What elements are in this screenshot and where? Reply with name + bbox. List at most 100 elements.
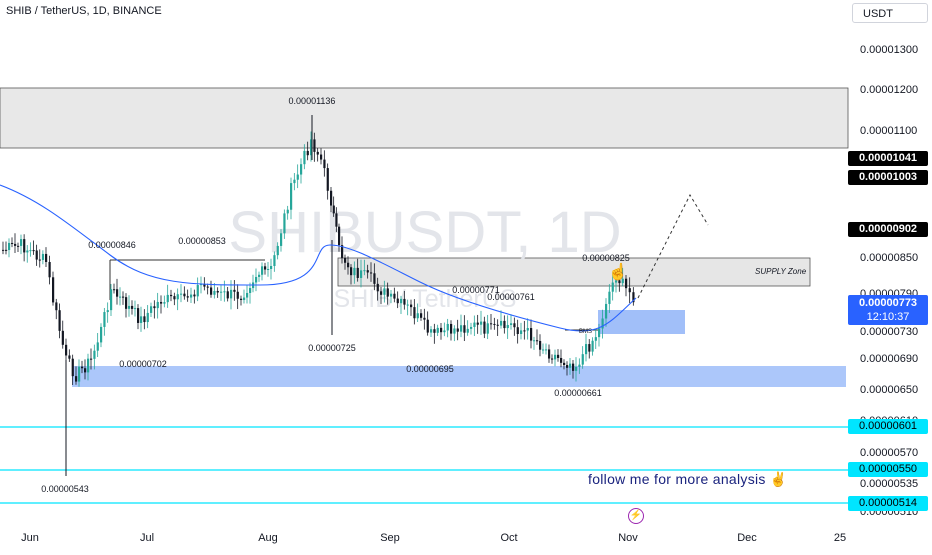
price-tick: 0.00000650 xyxy=(860,384,918,396)
annotation-high: 0.00001136 xyxy=(289,96,336,106)
candle-body xyxy=(330,190,333,206)
tradingview-logo-icon[interactable]: ⚡ xyxy=(628,508,644,524)
candle-body xyxy=(176,294,179,300)
candle-body xyxy=(303,150,306,165)
candle-body xyxy=(240,298,243,301)
candle-body xyxy=(75,376,78,382)
candle-body xyxy=(569,363,572,368)
candle-body xyxy=(588,344,591,352)
candle-body xyxy=(632,292,635,303)
symbol-title: SHIB / TetherUS, 1D, BINANCE xyxy=(6,5,162,17)
candle-body xyxy=(258,274,261,277)
currency-selector[interactable]: USDT xyxy=(852,3,928,23)
price-tick: 0.00001200 xyxy=(860,84,918,96)
candle-body xyxy=(163,302,166,304)
candle-body xyxy=(403,298,406,305)
candle-body xyxy=(611,282,614,292)
candle-body xyxy=(493,323,496,325)
candle-body xyxy=(353,267,356,276)
candle-body xyxy=(480,321,483,325)
candle-body xyxy=(380,291,383,295)
price-tick: 0.00001300 xyxy=(860,44,918,56)
moving-average-line xyxy=(0,184,637,332)
candle-body xyxy=(625,278,628,289)
candle-body xyxy=(35,250,38,260)
candle-body xyxy=(87,358,90,373)
candle-body xyxy=(103,312,106,327)
price-label-902: 0.00000902 xyxy=(848,222,928,237)
candle-body xyxy=(249,288,252,293)
annotation-left_low: 0.00000702 xyxy=(119,359,167,369)
candle-body xyxy=(557,354,560,358)
price-tick: 0.00000850 xyxy=(860,252,918,264)
candle-body xyxy=(306,150,309,156)
candle-body xyxy=(20,239,23,246)
candle-body xyxy=(332,205,335,214)
candle-body xyxy=(125,297,128,309)
candle-body xyxy=(17,245,20,247)
candle-body xyxy=(110,289,113,311)
candle-body xyxy=(128,305,131,309)
annotation-oct_peak: 0.00000761 xyxy=(487,292,535,302)
candle-body xyxy=(255,276,258,283)
time-tick: Oct xyxy=(500,532,517,544)
candle-body xyxy=(2,249,5,251)
candle-body xyxy=(273,255,276,267)
candle-body xyxy=(146,312,149,323)
candle-body xyxy=(5,249,8,251)
candle-body xyxy=(26,250,29,253)
candle-body xyxy=(483,321,486,334)
candle-body xyxy=(376,283,379,292)
candle-body xyxy=(533,340,536,342)
annotation-sep_peak: 0.00000771 xyxy=(452,285,500,295)
candle-body xyxy=(463,325,466,333)
candle-body xyxy=(264,266,267,270)
candle-body xyxy=(466,328,469,333)
candle-body xyxy=(520,330,523,335)
time-tick: Jun xyxy=(21,532,39,544)
candle-body xyxy=(203,284,206,287)
candle-body xyxy=(506,324,509,329)
candle-body xyxy=(326,168,329,191)
candle-body xyxy=(513,323,516,328)
candle-body xyxy=(293,179,296,184)
candle-body xyxy=(530,328,533,341)
candle-body xyxy=(210,287,213,295)
candle-body xyxy=(601,318,604,329)
candle-body xyxy=(55,302,58,311)
candle-body xyxy=(81,366,84,369)
candle-body xyxy=(113,289,116,291)
time-tick: Sep xyxy=(380,532,400,544)
candle-body xyxy=(180,293,183,295)
candle-body xyxy=(539,340,542,350)
candle-body xyxy=(393,293,396,299)
candle-body xyxy=(490,323,493,325)
candle-body xyxy=(71,358,74,377)
candle-body xyxy=(150,306,153,313)
candle-body xyxy=(206,286,209,288)
candle-body xyxy=(476,322,479,325)
candle-body xyxy=(335,213,338,227)
candle-body xyxy=(598,328,601,338)
candle-body xyxy=(594,337,597,341)
candle-body xyxy=(473,322,476,327)
annotation-aug_low: 0.00000725 xyxy=(308,343,356,353)
candle-body xyxy=(470,326,473,329)
candle-body xyxy=(131,305,134,309)
annotation-nov_peak: 0.00000825 xyxy=(582,253,630,263)
candle-body xyxy=(542,349,545,351)
candle-body xyxy=(200,284,203,286)
candle-body xyxy=(220,291,223,293)
candle-body xyxy=(443,330,446,333)
candle-body xyxy=(160,301,163,304)
candle-body xyxy=(23,239,26,253)
candle-body xyxy=(267,269,270,271)
candle-body xyxy=(153,306,156,309)
candle-body xyxy=(243,297,246,301)
candle-body xyxy=(68,355,71,359)
candle-body xyxy=(14,243,17,246)
price-label-601: 0.00000601 xyxy=(848,419,928,434)
demand-zone-nov xyxy=(598,310,685,334)
